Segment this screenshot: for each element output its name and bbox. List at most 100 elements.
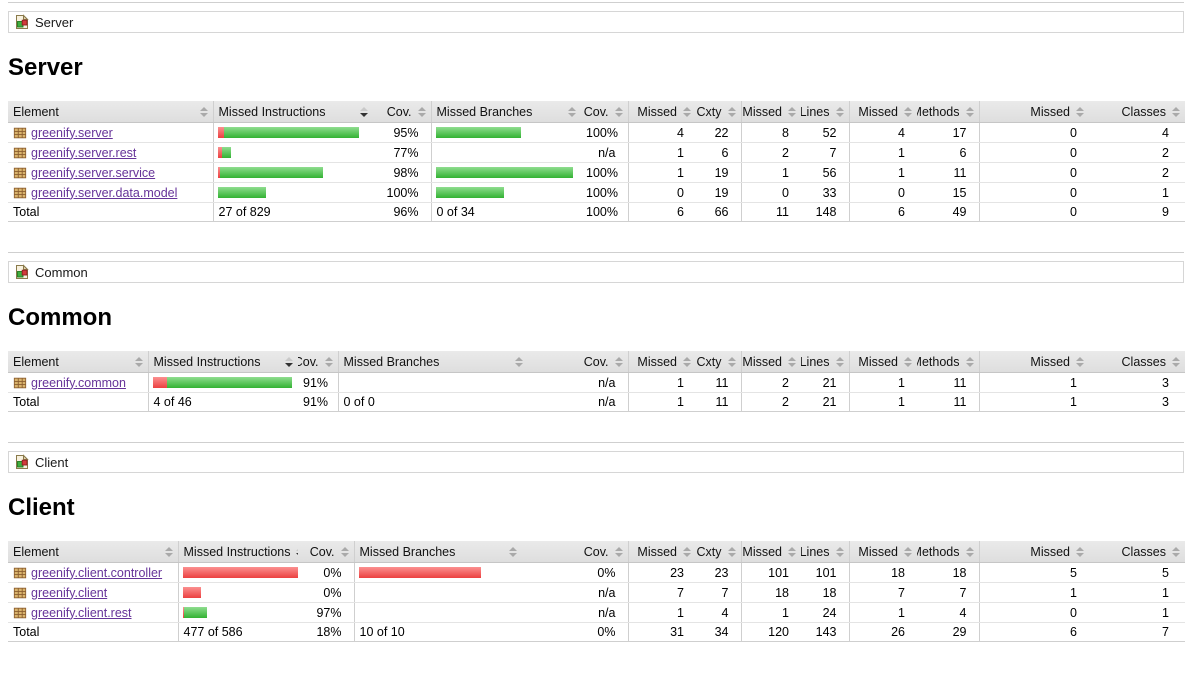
package-link[interactable]: greenify.server.service [31,165,156,180]
col-header-instructions-coverage[interactable]: Cov. [373,101,431,123]
table-header-row: Element Missed Instructions Cov. Missed … [8,351,1185,373]
col-header-label: Cov. [298,354,319,369]
col-header-cxty[interactable]: Cxty [696,541,741,563]
sort-icon [199,106,208,117]
package-link[interactable]: greenify.client.controller [31,565,163,580]
col-header-label: Missed Instructions [153,354,261,369]
classes-cell: 1 [1089,182,1185,203]
sort-icon [683,546,691,557]
col-header-label: Missed [637,354,677,369]
col-header-classes[interactable]: Classes [1089,101,1185,123]
package-link[interactable]: greenify.common [31,375,126,390]
total-branches-coverage: 0% [522,622,628,642]
col-header-missed-classes[interactable]: Missed [978,541,1089,563]
col-header-branches-coverage[interactable]: Cov. [581,101,628,123]
branches-coverage-cell: n/a [522,582,628,603]
col-header-instructions-coverage[interactable]: Cov. [298,351,338,373]
col-header-methods[interactable]: Methods [917,351,979,373]
sort-icon [1076,356,1084,367]
total-row: Total 4 of 46 91% 0 of 0 n/a 1 11 2 21 1… [8,392,1185,412]
col-header-missed-cxty[interactable]: Missed [627,351,696,373]
col-header-missed-branches[interactable]: Missed Branches [430,101,581,123]
instructions-coverage-bar [177,602,298,623]
package-link[interactable]: greenify.client.rest [31,605,132,620]
total-branches-cell: 10 of 10 [353,622,522,642]
element-cell: greenify.server.data.model [8,182,213,203]
package-link[interactable]: greenify.server [31,125,113,140]
col-header-label: Cov. [583,104,609,119]
col-header-missed-classes[interactable]: Missed [978,351,1089,373]
sort-icon [904,546,912,557]
col-header-classes[interactable]: Classes [1089,541,1185,563]
page-title: Common [8,304,112,331]
total-cxty: 66 [696,202,741,222]
classes-cell: 4 [1089,122,1185,143]
cxty-cell: 11 [696,372,741,393]
col-header-cxty[interactable]: Cxty [696,351,741,373]
col-header-missed-lines[interactable]: Missed [740,101,801,123]
missed-lines-cell: 2 [740,142,801,163]
col-header-missed-lines[interactable]: Missed [740,351,801,373]
col-header-missed-instructions[interactable]: Missed Instructions [177,541,298,563]
package-link[interactable]: greenify.server.data.model [31,185,178,200]
bar-covered-segment [223,127,359,138]
coverage-bar [217,143,231,162]
col-header-lines[interactable]: Lines [801,351,849,373]
sort-icon [835,356,844,367]
col-header-label: Missed [858,544,898,559]
coverage-bar [217,163,323,182]
missed-classes-cell: 0 [978,142,1089,163]
col-header-methods[interactable]: Methods [917,541,979,563]
total-missed-lines: 120 [740,622,801,642]
col-header-missed-instructions[interactable]: Missed Instructions [212,101,373,123]
element-cell: greenify.server.service [8,162,213,183]
col-header-missed-branches[interactable]: Missed Branches [353,541,522,563]
total-classes: 7 [1089,622,1185,642]
bar-missed-segment [217,147,222,158]
col-header-element[interactable]: Element [8,541,178,563]
total-label: Total [8,392,148,412]
col-header-branches-coverage[interactable]: Cov. [528,351,628,373]
col-header-missed-methods[interactable]: Missed [848,351,917,373]
total-missed-cxty: 31 [627,622,696,642]
col-header-missed-lines[interactable]: Missed [740,541,801,563]
col-header-label: Missed [637,544,677,559]
bar-covered-segment [183,607,207,618]
sort-icon [568,106,576,117]
lines-cell: 21 [801,372,849,393]
total-branches-cell: 0 of 34 [430,202,581,222]
col-header-lines[interactable]: Lines [801,101,849,123]
branches-coverage-bar [353,602,522,623]
col-header-missed-cxty[interactable]: Missed [627,101,696,123]
total-instructions-cell: 4 of 46 [147,392,298,412]
col-header-missed-methods[interactable]: Missed [848,541,917,563]
total-instructions-cell: 477 of 586 [177,622,298,642]
package-link[interactable]: greenify.client [31,585,108,600]
col-header-label: Missed [742,354,782,369]
missed-cxty-cell: 23 [627,562,696,583]
group-icon [14,14,30,30]
col-header-missed-classes[interactable]: Missed [978,101,1089,123]
sort-desc-icon [296,546,298,557]
classes-cell: 1 [1089,582,1185,603]
col-header-instructions-coverage[interactable]: Cov. [298,541,354,563]
total-label: Total [8,622,178,642]
col-header-missed-methods[interactable]: Missed [848,101,917,123]
col-header-missed-cxty[interactable]: Missed [627,541,696,563]
lines-cell: 24 [801,602,849,623]
col-header-lines[interactable]: Lines [801,541,849,563]
missed-lines-cell: 0 [740,182,801,203]
col-header-missed-branches[interactable]: Missed Branches [337,351,528,373]
col-header-cxty[interactable]: Cxty [696,101,741,123]
total-methods: 11 [917,392,979,412]
section-client: Client Client Element Missed Instruction… [8,442,1185,642]
col-header-branches-coverage[interactable]: Cov. [522,541,628,563]
col-header-missed-instructions[interactable]: Missed Instructions [147,351,298,373]
col-header-label: Missed Instructions [183,544,291,559]
col-header-element[interactable]: Element [8,101,213,123]
sort-icon [164,546,173,557]
col-header-methods[interactable]: Methods [917,101,979,123]
col-header-classes[interactable]: Classes [1089,351,1185,373]
col-header-element[interactable]: Element [8,351,148,373]
package-link[interactable]: greenify.server.rest [31,145,137,160]
